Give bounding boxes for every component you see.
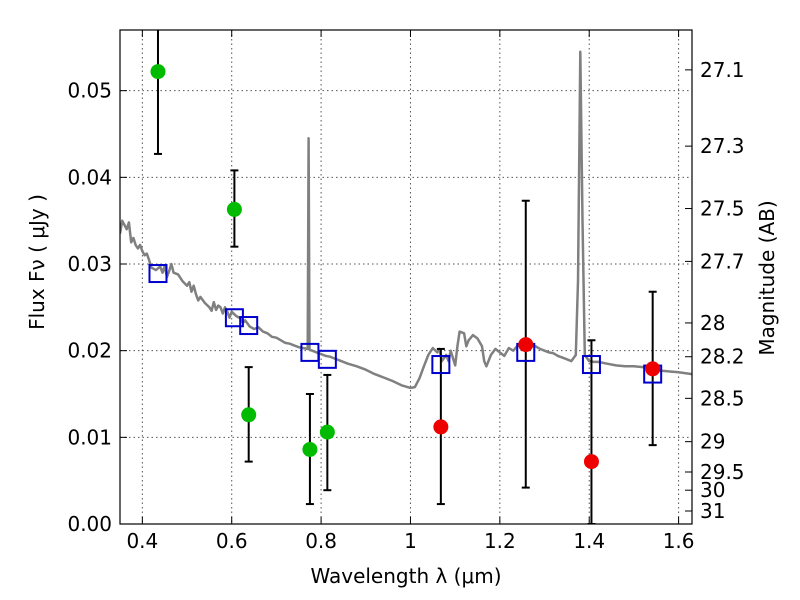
right-tick-label: 28 [700,311,725,335]
x-tick-label: 0.4 [126,529,158,553]
red-data-point [518,337,534,353]
y-tick-label: 0.00 [67,512,112,536]
green-data-point [226,201,242,217]
model-band-square-marker [317,349,337,369]
red-data-point [645,361,661,377]
right-tick-label: 27.1 [700,58,745,82]
model-spectrum-layer [120,50,692,390]
x-tick-label: 1.4 [573,529,605,553]
y-tick-label: 0.02 [67,339,112,363]
green-data-point [319,424,335,440]
grid-lines [120,30,692,524]
y-tick-label: 0.01 [67,425,112,449]
markers-layer [148,64,663,470]
right-tick-label: 27.7 [700,249,745,273]
model-band-square-marker [431,355,451,375]
right-tick-label: 27.5 [700,197,745,221]
right-tick-label: 28.2 [700,345,745,369]
red-data-point [583,454,599,470]
right-axis-label: Magnitude (AB) [755,200,779,355]
right-tick-label: 29 [700,430,725,454]
x-tick-label: 0.6 [216,529,248,553]
red-data-point [433,419,449,435]
y-tick-label: 0.03 [67,252,112,276]
model-spectrum-line [120,50,692,390]
right-tick-label: 29.5 [700,460,745,484]
plot-frame [119,29,693,525]
green-data-point [302,441,318,457]
right-tick-label: 27.3 [700,134,745,158]
right-tick-label: 28.5 [700,386,745,410]
x-tick-label: 1.6 [663,529,695,553]
x-tick-label: 0.8 [305,529,337,553]
y-tick-label: 0.04 [67,165,112,189]
right-tick-label: 31 [700,499,725,523]
y-axis-label: Flux Fν ( μJy ) [25,194,49,330]
model-band-square-marker [581,355,601,375]
x-axis-label: Wavelength λ (μm) [310,564,501,588]
model-band-square-marker [239,316,259,336]
axis-ticks: 0.4 0.6 0.8 1 1.2 1.4 1.6 0.00 0.01 0.02 0.03 0.04 0… [67,30,745,553]
green-data-point [150,64,166,80]
x-tick-label: 1 [404,529,417,553]
model-band-square-marker [148,264,168,284]
x-tick-label: 1.2 [484,529,516,553]
right-tick-label: 30 [700,478,725,502]
y-tick-label: 0.05 [67,79,112,103]
green-data-point [241,407,257,423]
